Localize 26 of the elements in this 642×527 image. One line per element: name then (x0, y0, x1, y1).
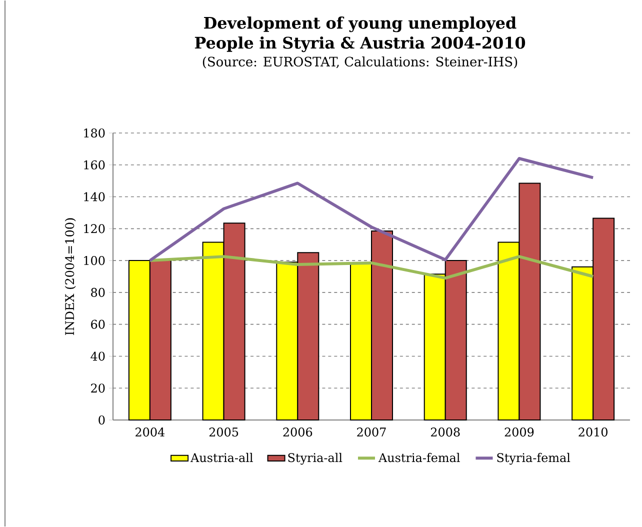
y-tick-label: 40 (90, 352, 105, 361)
y-tick-label: 80 (91, 288, 105, 297)
y-tick-label: 20 (91, 384, 105, 393)
y-tick-label: 120 (84, 224, 105, 234)
line-series (148, 157, 595, 262)
y-tick-label: 160 (84, 160, 105, 170)
chart-title: Development of young unemployed People in Styria & Austria 2004-2010 (194, 16, 526, 52)
y-tick-label: 60 (91, 320, 105, 329)
x-tick-label: 2008 (430, 428, 460, 437)
legend-label: Styria-all (288, 452, 342, 465)
x-tick-label: 2009 (504, 428, 534, 437)
legend-label: Styria-femal (497, 452, 570, 465)
legend-label: Austria-femal (378, 452, 460, 462)
y-axis-title: INDEX (2004=100) (64, 218, 76, 336)
chart-subtitle: (Source: EUROSTAT, Calculations: Steiner-IHS) (202, 56, 518, 68)
y-tick-label: 180 (84, 128, 105, 138)
y-tick-label: 100 (84, 256, 105, 266)
line-series (148, 255, 595, 280)
y-tick-label: 0 (98, 415, 105, 425)
x-tick-label: 2005 (209, 428, 238, 437)
legend-label: Austria-all (190, 452, 253, 462)
x-tick-label: 2010 (578, 428, 608, 437)
y-tick-label: 140 (84, 192, 105, 202)
x-tick-label: 2007 (357, 428, 386, 437)
x-tick-label: 2004 (136, 428, 165, 437)
x-tick-label: 2006 (283, 428, 312, 437)
